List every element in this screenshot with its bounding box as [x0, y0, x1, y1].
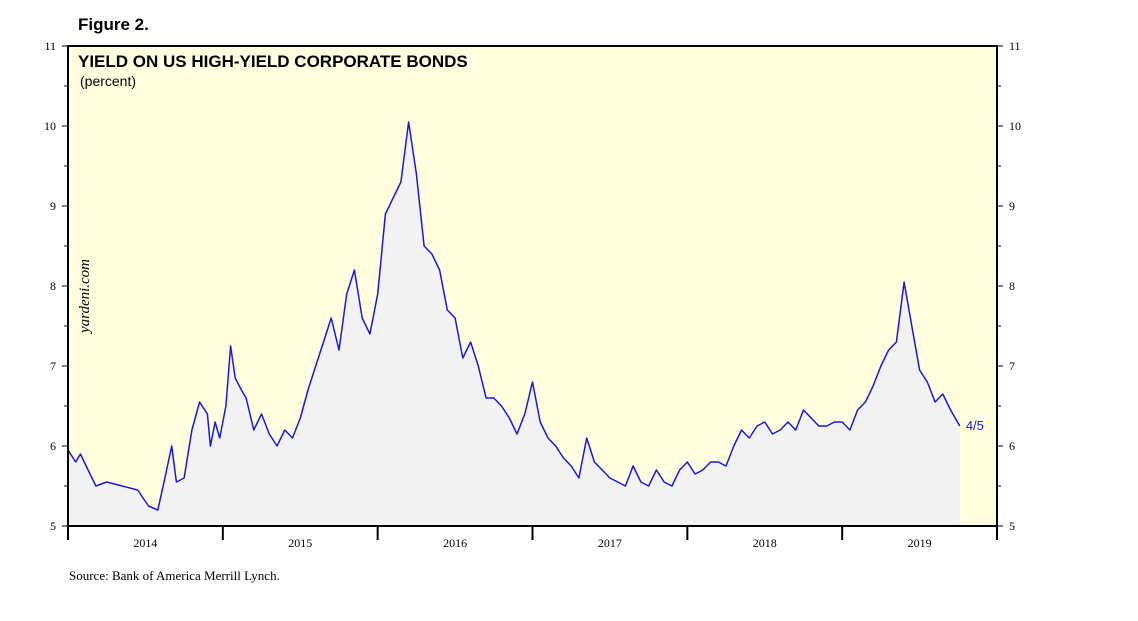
watermark: yardeni.com — [77, 259, 93, 335]
x-tick-label: 2019 — [908, 536, 932, 550]
x-tick-label: 2014 — [133, 536, 157, 550]
y-axes: 5 5 6 6 7 7 8 8 9 9 10 10 11 11 — [44, 39, 1021, 533]
x-tick-label: 2018 — [753, 536, 777, 550]
x-tick-label: 2016 — [443, 536, 467, 550]
y-tick-label-left: 9 — [50, 199, 56, 213]
chart-subtitle: (percent) — [80, 73, 136, 89]
source-note: Source: Bank of America Merrill Lynch. — [69, 568, 280, 583]
x-tick-label: 2017 — [598, 536, 622, 550]
last-value-label: 4/5 — [966, 418, 984, 433]
x-axis: 2014 2015 2016 2017 2018 2019 — [67, 526, 998, 550]
y-tick-label-right: 10 — [1009, 119, 1021, 133]
y-tick-label-left: 5 — [50, 519, 56, 533]
y-tick-label-left: 10 — [44, 119, 56, 133]
area-fill — [68, 122, 960, 526]
y-tick-label-left: 8 — [50, 279, 56, 293]
y-tick-label-right: 8 — [1009, 279, 1015, 293]
y-tick-label-left: 11 — [44, 39, 56, 53]
figure-label: Figure 2. — [78, 15, 149, 34]
series-line — [67, 121, 961, 511]
y-tick-label-left: 7 — [50, 359, 56, 373]
y-tick-label-right: 6 — [1009, 439, 1015, 453]
y-tick-label-right: 9 — [1009, 199, 1015, 213]
y-tick-label-right: 7 — [1009, 359, 1015, 373]
y-tick-label-left: 6 — [50, 439, 56, 453]
x-tick-label: 2015 — [288, 536, 312, 550]
chart-title: YIELD ON US HIGH-YIELD CORPORATE BONDS — [78, 52, 468, 71]
y-tick-label-right: 5 — [1009, 519, 1015, 533]
y-tick-label-right: 11 — [1009, 39, 1021, 53]
